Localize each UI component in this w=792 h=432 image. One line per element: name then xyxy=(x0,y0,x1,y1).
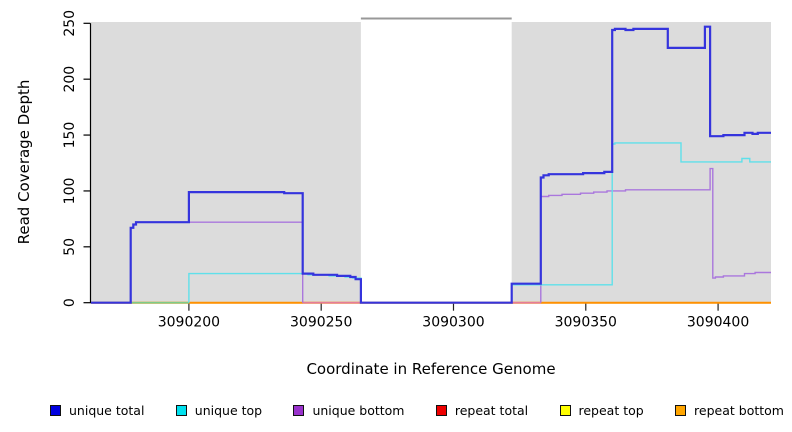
series-unique-bottom xyxy=(540,167,771,303)
y-tick-label: 100 xyxy=(62,178,78,205)
legend-item-unique-top: unique top xyxy=(175,402,263,418)
shaded-region xyxy=(91,22,361,304)
legend-label: unique bottom xyxy=(312,402,405,418)
series-unique-total xyxy=(91,25,771,304)
legend-item-unique-bottom: unique bottom xyxy=(293,402,405,418)
legend-label: repeat top xyxy=(578,402,644,418)
y-tick-label: 250 xyxy=(62,10,78,37)
series-unique-top xyxy=(511,142,771,303)
legend-swatch-icon xyxy=(675,404,687,416)
legend-item-repeat-top: repeat top xyxy=(559,402,644,418)
legend: unique total unique top unique bottom repea… xyxy=(50,399,784,421)
shaded-region xyxy=(511,22,771,304)
legend-item-unique-total: unique total xyxy=(50,403,144,418)
y-tick-label: 0 xyxy=(62,298,78,307)
x-tick-label: 3090350 xyxy=(555,315,617,331)
y-tick-label: 200 xyxy=(62,66,78,93)
x-tick-label: 3090400 xyxy=(687,315,749,331)
legend-label: unique total xyxy=(69,402,145,418)
x-tick-label: 3090250 xyxy=(290,315,352,331)
legend-swatch-icon xyxy=(50,404,61,416)
legend-swatch-icon xyxy=(559,404,571,416)
y-axis-title: Read Coverage Depth xyxy=(15,79,33,245)
x-axis-title: Coordinate in Reference Genome xyxy=(306,360,556,378)
legend-label: repeat total xyxy=(454,402,529,418)
legend-label: repeat bottom xyxy=(694,402,784,418)
legend-swatch-icon xyxy=(435,404,447,416)
legend-swatch-icon xyxy=(175,404,187,416)
legend-item-repeat-total: repeat total xyxy=(435,402,529,418)
x-tick-label: 3090300 xyxy=(422,315,484,331)
legend-swatch-icon xyxy=(293,404,305,416)
y-tick-label: 50 xyxy=(62,238,78,256)
x-tick-label: 3090200 xyxy=(158,315,220,331)
legend-item-repeat-bottom: repeat bottom xyxy=(675,403,784,418)
y-tick-label: 150 xyxy=(62,122,78,149)
legend-label: unique top xyxy=(194,402,263,418)
coverage-plot-canvas: 0 50 100 150 200 250 3090200 3090250 3090300 3090… xyxy=(62,10,771,331)
